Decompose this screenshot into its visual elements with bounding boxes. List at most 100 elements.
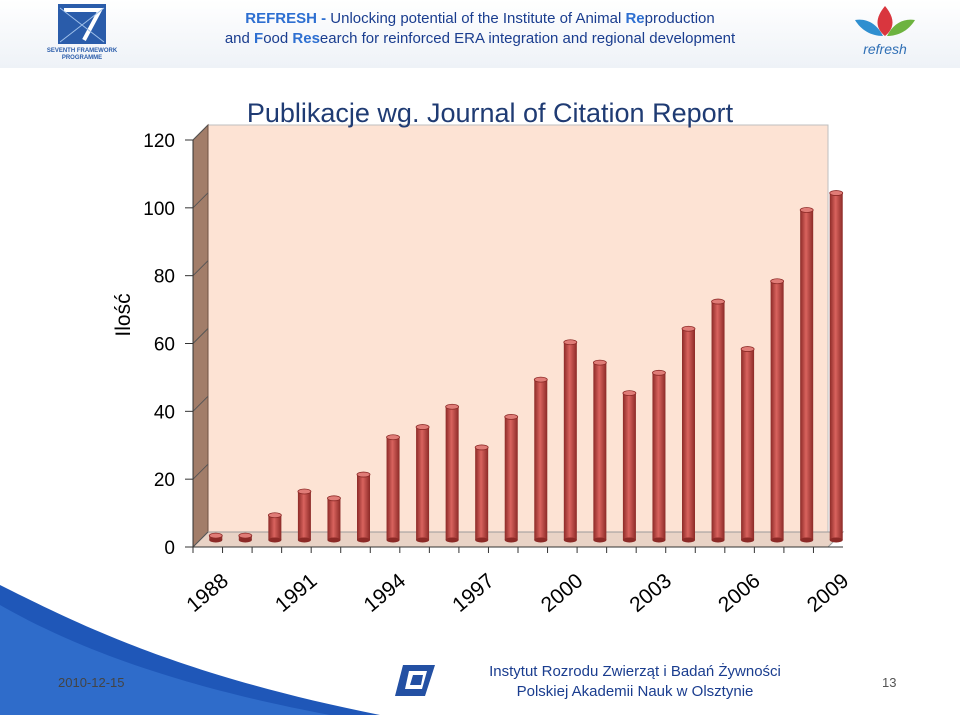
bar-1997 [475, 447, 489, 540]
y-axis-label: Ilość [112, 293, 135, 336]
bar-cap-2002 [622, 390, 637, 397]
plot-background [191, 123, 845, 549]
bar-base-1998 [504, 537, 518, 543]
fp7-logo: SEVENTH FRAMEWORK PROGRAMME [47, 4, 118, 61]
bar-cap-2003 [652, 369, 666, 376]
x-tick-label-1997: 1997 [448, 569, 499, 617]
bar-1990 [268, 515, 282, 540]
bar-base-1993 [357, 537, 370, 543]
bar-base-1995 [416, 537, 430, 543]
bar-cap-1993 [356, 471, 371, 478]
y-tick-label: 80 [154, 267, 175, 288]
y-tick-label: 40 [154, 402, 175, 423]
bar-1994 [386, 437, 400, 540]
bar-cap-1996 [445, 403, 460, 410]
bar-base-1990 [268, 537, 282, 543]
bar-2002 [622, 393, 636, 540]
bar-cap-2001 [592, 359, 607, 366]
bar-base-2005 [711, 537, 725, 543]
footer-date: 2010-12-15 [58, 675, 125, 690]
y-gridline [192, 328, 209, 344]
bar-cap-1991 [297, 488, 312, 495]
y-tick-label: 0 [164, 538, 175, 559]
bar-base-1992 [327, 537, 341, 543]
page-number: 13 [882, 675, 897, 690]
bar-1993 [357, 474, 370, 540]
header-line2-b: F [254, 30, 264, 47]
bar-cap-2004 [681, 325, 696, 332]
plot-back-wall [207, 124, 829, 533]
bar-2007 [770, 281, 784, 540]
header-refresh-word: REFRESH - [245, 10, 331, 27]
refresh-logo-text: refresh [863, 41, 907, 57]
y-gridline [192, 395, 209, 412]
bar-base-2000 [563, 537, 577, 543]
header-line1: REFRESH - Unlocking potential of the Ins… [120, 9, 840, 29]
bar-cap-2006 [740, 346, 755, 352]
header-line2-d: Res [292, 30, 320, 47]
refresh-logo: refresh [855, 6, 915, 57]
bar-base-2003 [652, 537, 666, 543]
y-gridline [192, 192, 209, 209]
bar-cap-1995 [415, 424, 430, 430]
header-line2: and Food Research for reinforced ERA int… [120, 29, 840, 49]
y-tick-label: 60 [154, 335, 175, 356]
bar-cap-2009 [829, 190, 844, 196]
bar-1992 [327, 498, 341, 540]
bar-base-1991 [297, 537, 311, 543]
bar-cap-2000 [563, 339, 578, 346]
bar-2005 [711, 301, 725, 540]
footer-institute: Instytut Rozrodu Zwierząt i Badań Żywnoś… [455, 662, 815, 702]
header-line1-end: production [644, 10, 715, 27]
header-line2-a: and [224, 30, 255, 47]
x-tick-label-2006: 2006 [714, 569, 765, 617]
bar-base-2001 [593, 537, 607, 543]
decorative-wave [0, 585, 380, 715]
fp7-logo-text2: PROGRAMME [62, 55, 102, 61]
y-gridline [192, 260, 209, 277]
header-line2-c: ood [263, 30, 293, 47]
x-tick-label-2003: 2003 [625, 569, 676, 617]
bars [208, 190, 844, 543]
bar-base-1994 [386, 537, 400, 543]
bar-base-2008 [800, 537, 814, 543]
bar-cap-1994 [386, 434, 400, 441]
y-gridline [192, 463, 209, 480]
bar-1996 [445, 406, 459, 540]
bar-cap-2008 [799, 207, 814, 213]
bar-base-2009 [829, 537, 843, 543]
header-line1-highlight: Re [625, 10, 645, 27]
bar-cap-1989 [238, 532, 253, 539]
bar-1995 [416, 427, 430, 540]
bar-2004 [682, 328, 695, 540]
bar-1998 [504, 416, 518, 540]
bar-2009 [829, 193, 843, 541]
fp7-logo-text1: SEVENTH FRAMEWORK [47, 48, 118, 54]
bar-base-1989 [238, 537, 252, 543]
bar-base-1999 [534, 537, 548, 543]
bar-cap-1998 [504, 413, 519, 420]
header-line1-text: Unlocking potential of the Institute of … [330, 10, 626, 27]
bar-2000 [563, 342, 577, 540]
bar-2006 [741, 349, 755, 540]
bar-cap-1990 [267, 512, 282, 519]
bar-base-2002 [622, 537, 636, 543]
bar-cap-1999 [533, 376, 548, 383]
bar-2001 [593, 362, 607, 540]
bar-cap-1988 [208, 532, 223, 539]
bar-base-2004 [682, 537, 695, 543]
x-tick-label-2000: 2000 [537, 569, 588, 617]
bar-base-1997 [475, 537, 489, 543]
bar-cap-2005 [711, 298, 725, 305]
y-tick-label: 120 [143, 131, 175, 152]
bar-2003 [652, 372, 666, 540]
bar-2008 [800, 210, 814, 540]
header-title: REFRESH - Unlocking potential of the Ins… [120, 9, 840, 49]
header-banner: SEVENTH FRAMEWORK PROGRAMME REFRESH - Un… [0, 0, 960, 68]
y-gridline [192, 531, 209, 548]
footer-institute-line2: Polskiej Akademii Nauk w Olsztynie [516, 683, 754, 700]
bar-base-2006 [741, 537, 755, 543]
bar-base-1988 [209, 537, 223, 543]
bar-1991 [297, 491, 311, 540]
y-tick-label: 100 [143, 199, 175, 220]
